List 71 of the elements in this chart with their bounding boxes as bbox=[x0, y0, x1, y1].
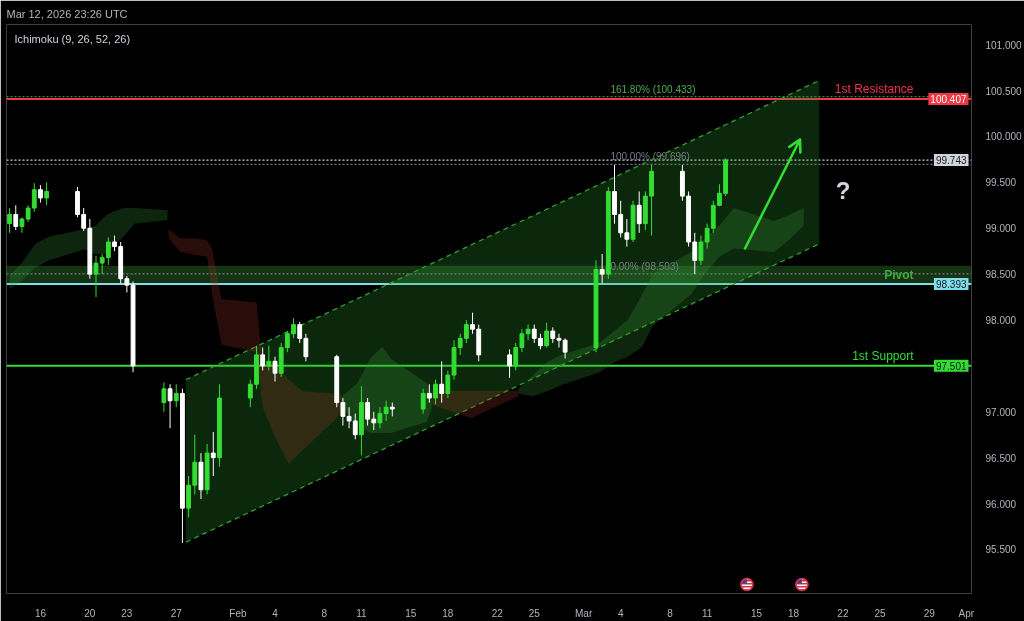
annotation: 99.743 bbox=[935, 155, 967, 167]
ref-line-label: 1st Support bbox=[852, 348, 915, 363]
candlestick bbox=[383, 400, 389, 422]
x-tick-label: Feb bbox=[229, 607, 248, 619]
y-tick-label: 100.000 bbox=[985, 131, 1023, 143]
candlestick bbox=[7, 207, 12, 234]
candlestick bbox=[433, 379, 438, 405]
x-tick-label: 15 bbox=[750, 607, 763, 619]
candlestick bbox=[210, 431, 216, 477]
candlestick bbox=[420, 388, 426, 415]
candlestick bbox=[272, 356, 278, 382]
candlestick bbox=[426, 383, 432, 404]
y-tick-label: 97.000 bbox=[985, 406, 1017, 418]
candlestick bbox=[525, 324, 531, 341]
candlestick bbox=[161, 381, 167, 413]
x-tick-label: 11 bbox=[701, 607, 713, 619]
y-tick-label: 99.000 bbox=[985, 223, 1017, 235]
candlestick bbox=[173, 383, 179, 408]
annotation: ? bbox=[835, 177, 851, 205]
x-tick-label: 22 bbox=[837, 607, 849, 619]
x-tick-label: 8 bbox=[667, 607, 674, 619]
x-tick-label: 18 bbox=[442, 607, 454, 619]
candlestick bbox=[377, 406, 383, 429]
candlestick bbox=[544, 322, 550, 349]
y-tick-label: 96.000 bbox=[985, 498, 1017, 510]
candlestick bbox=[562, 337, 568, 360]
candlestick bbox=[507, 348, 512, 379]
annotation: 97.501 bbox=[935, 360, 967, 372]
y-tick-label: 98.500 bbox=[985, 269, 1017, 281]
candlestick bbox=[44, 181, 50, 206]
x-tick-label: 4 bbox=[617, 607, 624, 619]
candlestick bbox=[624, 218, 630, 248]
x-tick-label: 25 bbox=[874, 607, 886, 619]
x-tick-label: 20 bbox=[84, 607, 96, 619]
x-tick-label: 8 bbox=[321, 607, 328, 619]
chart-title: Mar 12, 2026 23:26 UTC bbox=[6, 7, 128, 20]
candlestick bbox=[186, 475, 192, 518]
candlestick bbox=[698, 235, 704, 266]
candlestick bbox=[599, 253, 605, 284]
candlestick bbox=[192, 434, 198, 495]
y-tick-label: 98.000 bbox=[985, 315, 1017, 327]
x-tick-label: 27 bbox=[170, 607, 183, 619]
candlestick bbox=[636, 191, 642, 234]
ref-line-label: 1st Resistance bbox=[834, 82, 914, 97]
annotation: 100.00% (99.696) bbox=[610, 151, 690, 163]
x-tick-label: 15 bbox=[405, 607, 417, 619]
x-tick-label: 4 bbox=[272, 607, 279, 619]
x-tick-label: Apr bbox=[958, 607, 975, 619]
x-tick-label: 29 bbox=[923, 607, 936, 619]
annotation: Ichimoku (9, 26, 52, 26) bbox=[14, 32, 131, 45]
candlestick bbox=[439, 360, 445, 404]
annotation: 161.80% (100.433) bbox=[610, 83, 696, 95]
x-tick-label: 23 bbox=[121, 607, 133, 619]
candlestick bbox=[167, 383, 173, 429]
x-tick-label: 16 bbox=[34, 607, 47, 619]
candlestick bbox=[260, 347, 266, 371]
x-tick-label: 22 bbox=[491, 607, 504, 619]
x-tick-label: 25 bbox=[528, 607, 541, 619]
x-tick-label: Mar bbox=[575, 607, 593, 619]
y-tick-label: 95.500 bbox=[985, 544, 1017, 556]
band-label: Pivot bbox=[884, 267, 914, 282]
candlestick bbox=[13, 204, 19, 231]
y-tick-label: 99.500 bbox=[985, 177, 1017, 189]
annotation: 0.00% (98.503) bbox=[610, 260, 679, 272]
y-tick-label: 100.500 bbox=[985, 85, 1023, 97]
x-tick-label: 18 bbox=[787, 607, 800, 619]
annotation: 100.407 bbox=[930, 94, 967, 106]
annotation: 98.393 bbox=[935, 278, 967, 290]
y-tick-label: 96.500 bbox=[985, 452, 1017, 464]
x-tick-label: 11 bbox=[356, 607, 368, 619]
y-tick-label: 101.000 bbox=[985, 39, 1023, 51]
